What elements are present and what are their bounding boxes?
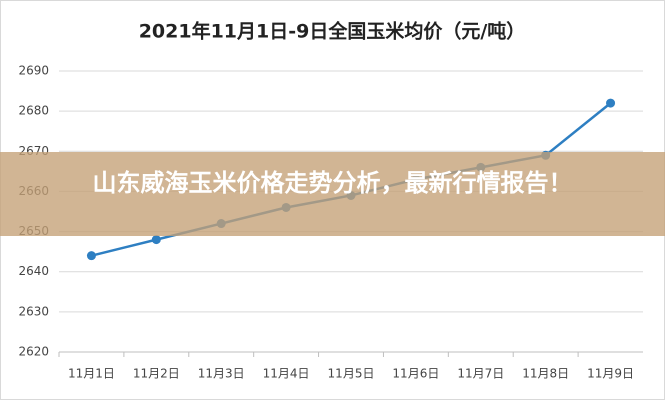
y-tick-label: 2680 <box>18 104 49 118</box>
x-tick-label: 11月9日 <box>587 367 634 381</box>
marker <box>86 251 96 261</box>
marker <box>606 98 616 108</box>
y-tick-label: 2640 <box>18 264 49 278</box>
x-tick-label: 11月8日 <box>522 367 569 381</box>
y-tick-label: 2690 <box>18 64 49 78</box>
x-tick-label: 11月4日 <box>263 367 310 381</box>
y-tick-label: 2620 <box>18 345 49 359</box>
x-tick-label: 11月5日 <box>328 367 375 381</box>
x-tick-label: 11月3日 <box>198 367 245 381</box>
y-tick-label: 2630 <box>18 304 49 318</box>
x-tick-label: 11月2日 <box>133 367 180 381</box>
x-tick-label: 11月6日 <box>392 367 439 381</box>
chart-title: 2021年11月1日-9日全国玉米均价（元/吨） <box>139 20 526 43</box>
x-tick-label: 11月7日 <box>457 367 504 381</box>
marker <box>151 235 161 245</box>
x-tick-label: 11月1日 <box>68 367 115 381</box>
banner: 山东威海玉米价格走势分析，最新行情报告！ <box>0 152 665 236</box>
